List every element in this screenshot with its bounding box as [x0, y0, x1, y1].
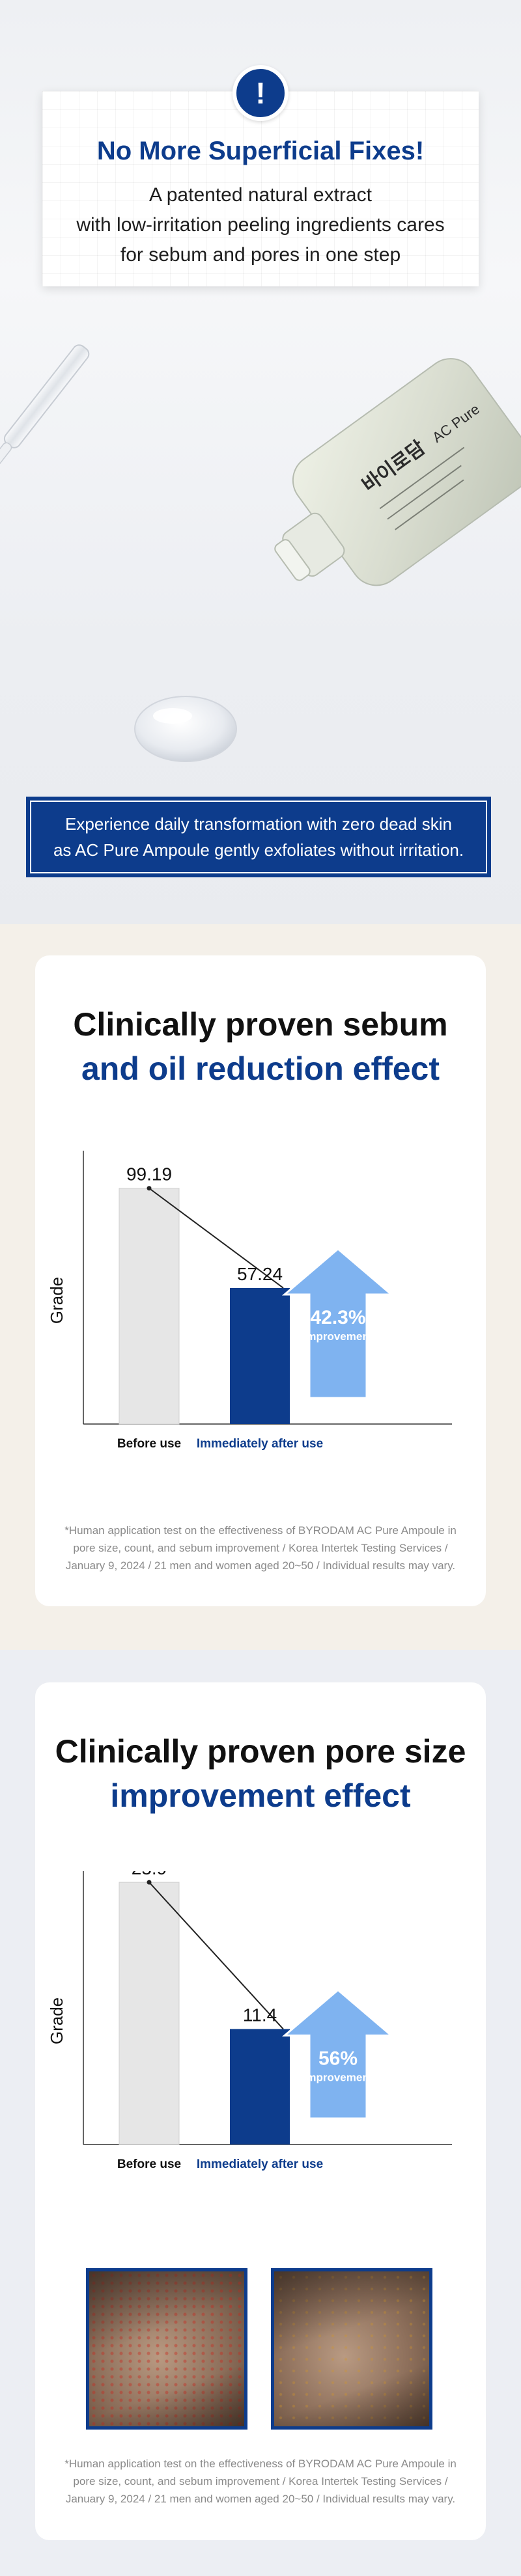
footnote-line: pore size, count, and sebum improvement …	[73, 2475, 448, 2487]
title-line-2: improvement effect	[110, 1777, 411, 1814]
value-label: 99.19	[126, 1164, 172, 1185]
improvement-label: improvement	[303, 2072, 373, 2084]
category-label: Immediately after use	[197, 2158, 323, 2171]
improvement-value: 56%	[318, 2048, 358, 2070]
improvement-label: improvement	[303, 1330, 373, 1343]
section-title: Clinically proven sebum and oil reductio…	[35, 1002, 486, 1091]
notice-line: with low-irritation peeling ingredients …	[76, 214, 445, 236]
footnote: *Human application test on the effective…	[61, 2455, 460, 2508]
pore-card: Clinically proven pore size improvement …	[35, 1682, 486, 2540]
value-label: 57.24	[237, 1264, 283, 1284]
category-label: Before use	[117, 2158, 181, 2171]
trend-point	[147, 1186, 152, 1191]
improvement-arrow-icon	[281, 1988, 395, 2120]
before-skin-photo	[86, 2268, 247, 2430]
improvement-arrow-icon	[281, 1247, 395, 1399]
trend-line	[148, 1187, 284, 1289]
title-line-1: Clinically proven sebum	[73, 1006, 448, 1043]
bar-before	[119, 1882, 180, 2145]
ampoule-bottle: 바이로담 AC Pure	[274, 358, 521, 586]
footnote-line: January 9, 2024 / 21 men and women aged …	[65, 1559, 456, 1572]
notice-card: No More Superficial Fixes! A patented na…	[42, 91, 479, 286]
product-photo: 바이로담 AC Pure	[0, 344, 521, 762]
y-axis-label: Grade	[47, 1277, 66, 1324]
y-axis-label: Grade	[47, 1997, 66, 2044]
category-label: Before use	[117, 1437, 181, 1451]
footnote-line: *Human application test on the effective…	[64, 1524, 457, 1537]
value-label: 11.4	[243, 2005, 277, 2025]
section-title: Clinically proven pore size improvement …	[35, 1729, 486, 1818]
trend-line	[148, 1882, 284, 2030]
improvement-value: 42.3%	[310, 1307, 365, 1328]
sebum-chart: Grade 99.19 57.24 42.3% improvement Before us…	[47, 1151, 452, 1451]
banner-line: as AC Pure Ampoule gently exfoliates wit…	[53, 840, 464, 860]
bar-after	[230, 2029, 290, 2144]
title-line-2: and oil reduction effect	[81, 1050, 440, 1087]
footnote-line: January 9, 2024 / 21 men and women aged …	[65, 2493, 456, 2505]
notice-line: for sebum and pores in one step	[120, 244, 401, 266]
title-line-1: Clinically proven pore size	[55, 1733, 466, 1770]
hero-banner: Experience daily transformation with zer…	[26, 797, 491, 877]
bar-before	[119, 1188, 180, 1425]
footnote-line: pore size, count, and sebum improvement …	[73, 1542, 448, 1554]
footnote-line: *Human application test on the effective…	[64, 2458, 457, 2470]
notice-title: No More Superficial Fixes!	[96, 137, 425, 165]
banner-line: Experience daily transformation with zer…	[65, 814, 452, 834]
after-skin-photo	[271, 2268, 432, 2430]
alert-icon: !	[232, 65, 289, 121]
alert-symbol: !	[255, 76, 266, 110]
pipette-illustration	[0, 344, 90, 482]
footnote: *Human application test on the effective…	[61, 1522, 460, 1574]
trend-point	[147, 1880, 152, 1885]
notice-body: A patented natural extract with low-irri…	[42, 180, 479, 270]
category-label: Immediately after use	[197, 1437, 323, 1451]
sebum-section: Clinically proven sebum and oil reductio…	[0, 924, 521, 1650]
ampoule-drop	[134, 696, 237, 762]
notice-line: A patented natural extract	[149, 184, 372, 206]
hero-section: ! No More Superficial Fixes! A patented …	[0, 0, 521, 924]
pore-section: Clinically proven pore size improvement …	[0, 1650, 521, 2576]
sebum-card: Clinically proven sebum and oil reductio…	[35, 955, 486, 1606]
pore-chart: Grade 25.9 11.4 56% improvement Before use Imm…	[47, 1871, 452, 2171]
value-label: 25.9	[132, 1871, 167, 1878]
bar-after	[230, 1287, 290, 1424]
